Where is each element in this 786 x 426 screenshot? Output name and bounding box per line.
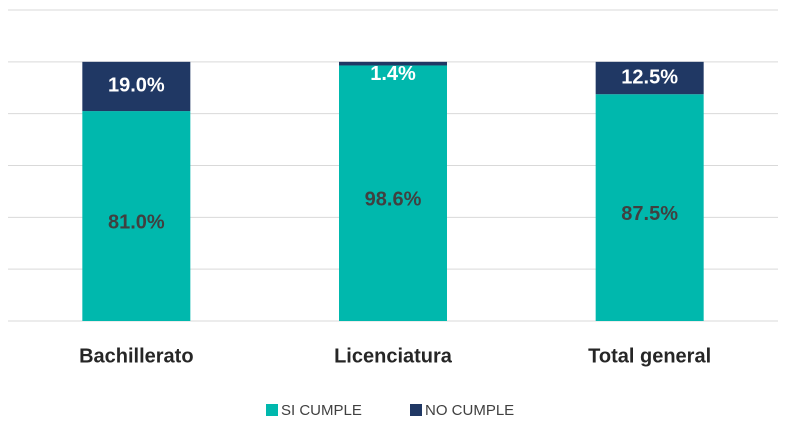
x-tick-label: Total general	[588, 345, 711, 367]
bar-segment	[595, 94, 704, 322]
data-label: 19.0%	[108, 75, 165, 97]
bar-segment	[339, 61, 447, 66]
legend-label: SI CUMPLE	[281, 402, 362, 419]
data-label: 1.4%	[370, 63, 416, 85]
data-label: 87.5%	[621, 203, 678, 225]
x-tick-label: Bachillerato	[79, 345, 193, 367]
bar-segment	[595, 61, 704, 95]
bar-segment	[82, 61, 191, 112]
data-label: 12.5%	[621, 66, 678, 88]
legend-swatch	[410, 404, 422, 416]
legend-swatch	[266, 404, 278, 416]
data-label: 81.0%	[108, 211, 165, 233]
bar-segment	[339, 65, 447, 321]
x-tick-label: Licenciatura	[334, 345, 453, 367]
bar-segment	[82, 111, 191, 321]
data-label: 98.6%	[365, 189, 422, 211]
legend-label: NO CUMPLE	[425, 402, 514, 419]
